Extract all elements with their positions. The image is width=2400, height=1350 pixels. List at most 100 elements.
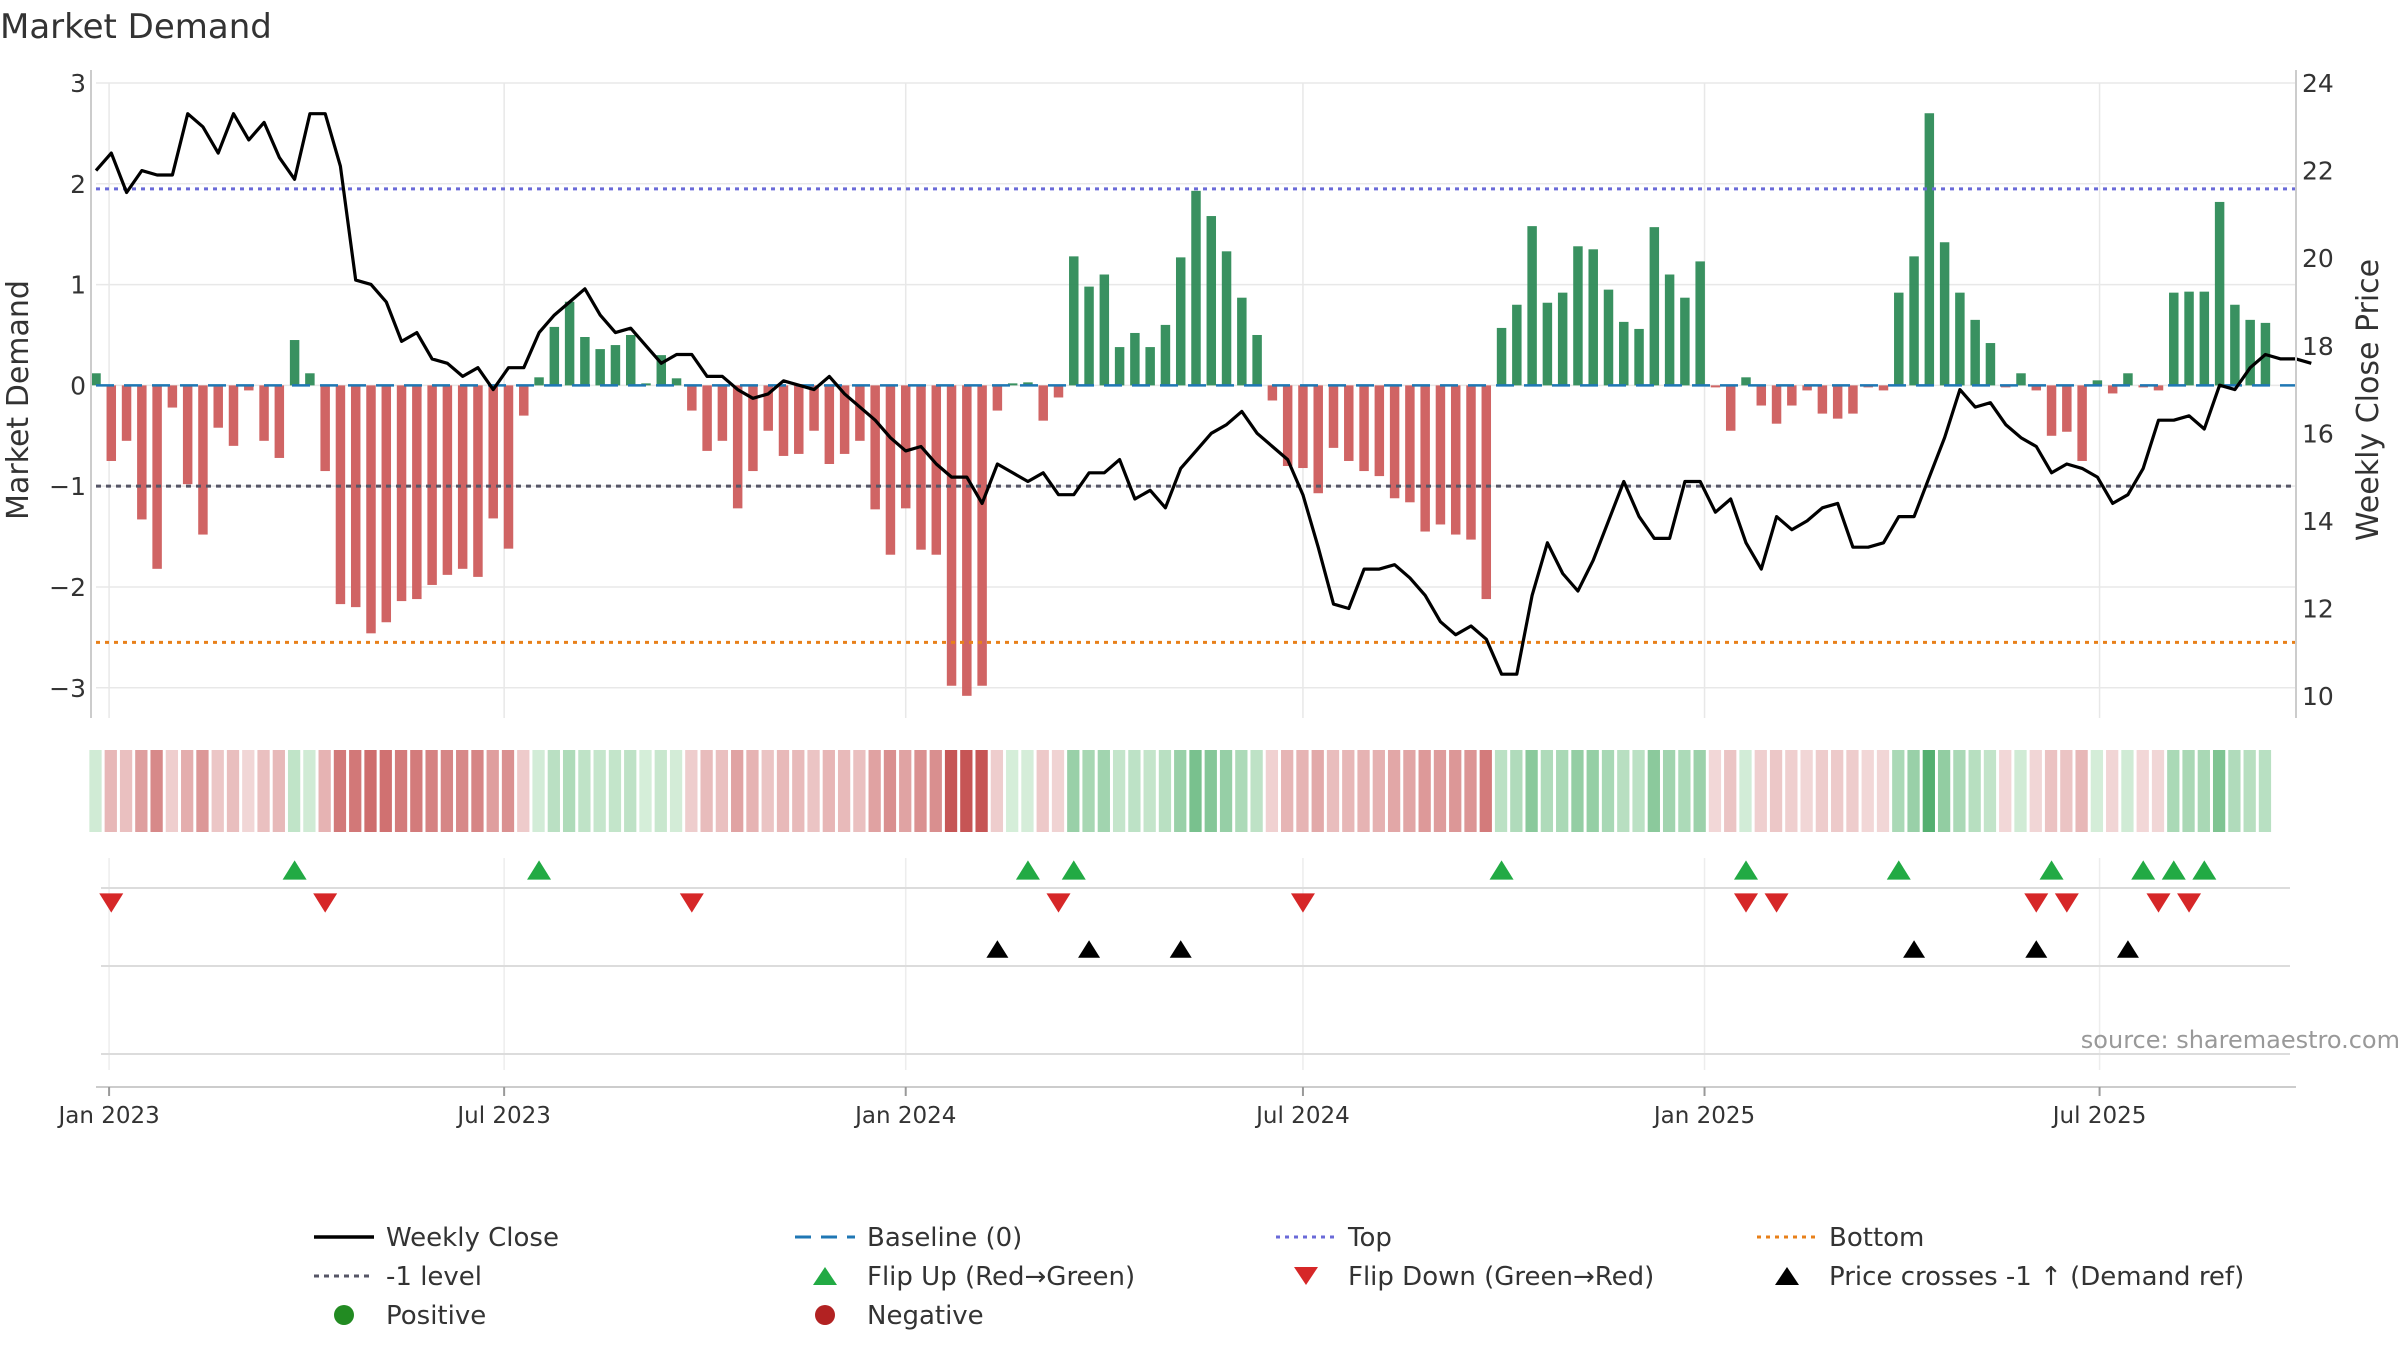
x-tick-label: Jul 2023	[455, 1103, 551, 1129]
y-axis-title: Market Demand	[1, 280, 36, 520]
demand-bar	[1221, 251, 1232, 386]
price-cross-marker	[1903, 940, 1926, 958]
demand-bar	[1145, 347, 1155, 386]
demand-bar	[2077, 385, 2087, 461]
heat-cell	[1586, 750, 1599, 832]
flip-down-marker	[2024, 893, 2049, 913]
demand-bar	[717, 385, 728, 441]
flip-up-marker	[1061, 860, 1086, 880]
heat-cell	[1128, 750, 1141, 832]
y2-tick-label: 22	[2302, 157, 2334, 186]
heat-cell	[1372, 750, 1385, 832]
demand-bar	[1573, 246, 1583, 386]
demand-bar	[1649, 227, 1660, 386]
y-tick-label: −1	[49, 472, 86, 501]
flip-up-marker	[527, 860, 552, 880]
heat-cell	[181, 750, 194, 832]
demand-bar	[1374, 385, 1385, 477]
demand-bar	[1313, 385, 1323, 494]
heat-cell	[1937, 750, 1951, 832]
heat-cell	[1953, 750, 1966, 832]
y2-axis-title: Weekly Close Price	[2351, 259, 2386, 541]
heat-cell	[1067, 750, 1080, 832]
legend-label-negative: Negative	[867, 1301, 984, 1331]
demand-bar	[1603, 289, 1614, 386]
heat-cell	[1999, 750, 2012, 832]
heat-cell	[1174, 750, 1187, 832]
y2-tick-label: 16	[2302, 419, 2334, 448]
demand-bar	[1053, 385, 1064, 398]
demand-bar	[1405, 385, 1415, 503]
demand-bar	[91, 373, 101, 386]
demand-bar	[350, 385, 361, 608]
demand-bar	[595, 349, 605, 386]
heat-cell	[608, 750, 622, 832]
demand-bar	[1741, 377, 1751, 386]
demand-bar	[656, 355, 667, 386]
heat-cell	[2014, 750, 2027, 832]
heat-cell	[349, 750, 362, 832]
heat-cell	[746, 750, 759, 832]
legend-swatch-flip-down	[1294, 1267, 1318, 1285]
demand-bar	[1588, 249, 1598, 386]
x-tick-label: Jan 2023	[56, 1103, 159, 1129]
flip-up-marker	[1886, 860, 1911, 880]
heat-cell	[1922, 750, 1935, 832]
demand-bar	[1466, 385, 1476, 540]
demand-bar	[855, 385, 865, 441]
demand-bar	[457, 385, 468, 569]
heat-cell	[2029, 750, 2042, 832]
heat-cell	[456, 750, 469, 832]
heat-cell	[257, 750, 270, 832]
heat-cell	[883, 750, 897, 832]
demand-bar	[702, 385, 712, 451]
demand-bar	[473, 385, 483, 577]
y2-tick-label: 14	[2302, 507, 2334, 536]
demand-bar	[1237, 297, 1247, 386]
heat-cell	[1815, 750, 1829, 832]
heat-cell	[1693, 750, 1706, 832]
demand-bar	[1695, 261, 1705, 386]
price-cross-marker	[2025, 940, 2048, 958]
heat-cell	[547, 750, 560, 832]
heat-cell	[1571, 750, 1584, 832]
heat-cell	[1418, 750, 1431, 832]
heat-cell	[1189, 750, 1202, 832]
demand-bar	[106, 385, 117, 461]
heat-cell	[578, 750, 591, 832]
weekly-close-line	[94, 112, 2312, 676]
demand-bar	[1878, 385, 1889, 391]
demand-bar	[992, 385, 1003, 411]
demand-bar	[564, 301, 575, 386]
demand-bar	[1252, 334, 1262, 386]
demand-bar	[1038, 385, 1048, 421]
demand-bar	[1664, 274, 1675, 386]
y-tick-label: 3	[70, 69, 86, 98]
demand-bar	[335, 385, 346, 605]
demand-bar	[1771, 385, 1782, 424]
heat-cell	[776, 750, 790, 832]
demand-bar	[1450, 385, 1461, 535]
heat-cell	[1494, 750, 1508, 832]
heat-cell	[1617, 750, 1630, 832]
demand-bar	[121, 385, 132, 441]
heat-cell	[287, 750, 301, 832]
demand-bar	[1924, 113, 1935, 386]
signal-markers	[99, 860, 2290, 1055]
heat-cell	[685, 750, 698, 832]
demand-bar	[1817, 385, 1828, 414]
demand-bar	[1282, 385, 1293, 467]
demand-bar	[1542, 302, 1553, 386]
heat-cell	[929, 750, 942, 832]
flip-up-marker	[1734, 860, 1758, 880]
demand-bar	[687, 385, 697, 411]
heat-cell	[1769, 750, 1783, 832]
demand-bar	[1955, 292, 1965, 386]
heat-cell	[1051, 750, 1065, 832]
demand-bar	[1359, 385, 1369, 472]
demand-bar	[503, 385, 514, 549]
demand-bar	[2230, 304, 2240, 386]
y-tick-label: −3	[49, 674, 86, 703]
demand-bar	[2046, 385, 2057, 436]
demand-bar	[1557, 292, 1568, 386]
